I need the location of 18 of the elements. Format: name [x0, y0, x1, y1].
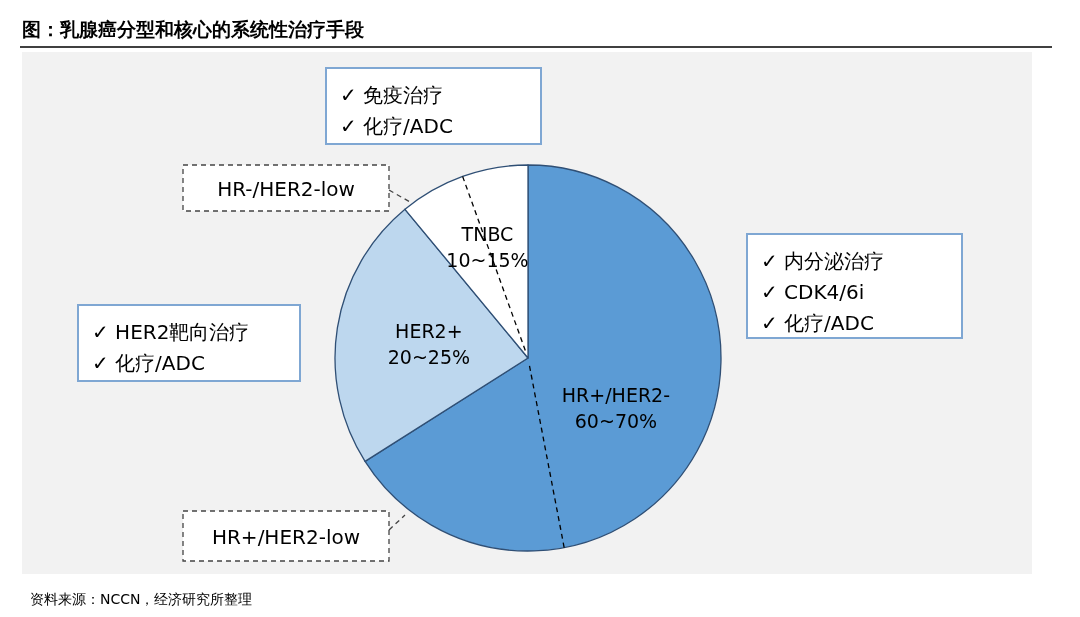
text: ✓ HER2靶向治疗: [92, 320, 250, 344]
text: HR+/HER2-low: [211, 525, 361, 549]
text: 10~15%: [446, 249, 529, 272]
text: ✓ 免疫治疗: [340, 83, 444, 107]
text: 20~25%: [387, 346, 471, 369]
text: HR-/HER2-low: [217, 177, 355, 201]
slice-label: HER2+: [395, 320, 463, 343]
text: 资料来源：NCCN，经济研究所整理: [30, 591, 253, 607]
pie-slice: [334, 208, 529, 463]
chart-title: 图：乳腺癌分型和核心的系统性治疗手段: [22, 18, 365, 40]
text: 60~70%: [574, 410, 658, 433]
text: ✓ CDK4/6i: [761, 280, 865, 304]
text: ✓ 内分泌治疗: [761, 249, 885, 273]
text: ✓ 化疗/ADC: [761, 311, 874, 335]
slice-label: HR+/HER2-: [561, 384, 671, 407]
slice-label: TNBC: [460, 223, 514, 246]
text: ✓ 化疗/ADC: [340, 114, 453, 138]
text: ✓ 化疗/ADC: [92, 351, 205, 375]
